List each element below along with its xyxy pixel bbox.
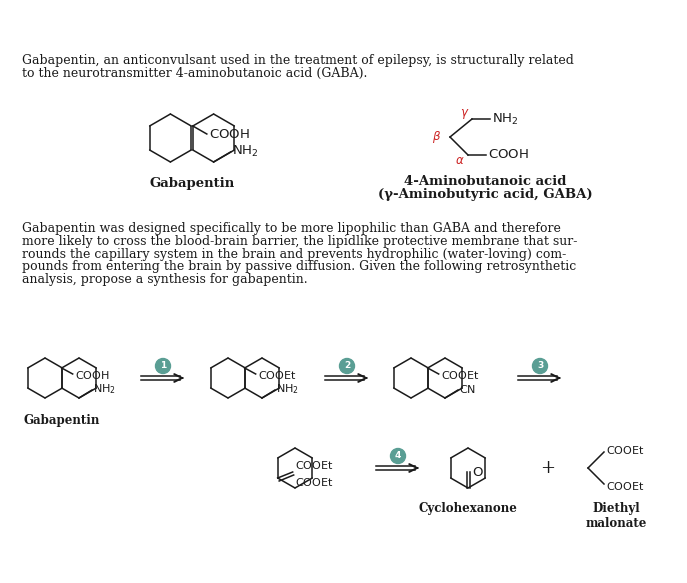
Text: more likely to cross the blood-brain barrier, the lipidlike protective membrane : more likely to cross the blood-brain bar… — [22, 235, 577, 248]
Text: $\mathrm{COOEt}$: $\mathrm{COOEt}$ — [606, 480, 644, 492]
Text: Gabapentin was designed specifically to be more lipophilic than GABA and therefo: Gabapentin was designed specifically to … — [22, 222, 561, 235]
Text: $\mathrm{O}$: $\mathrm{O}$ — [472, 465, 484, 479]
Text: Diethyl
malonate: Diethyl malonate — [585, 502, 646, 530]
Text: 2: 2 — [344, 361, 350, 371]
Text: Gabapentin: Gabapentin — [24, 414, 100, 427]
Text: $\gamma$: $\gamma$ — [460, 107, 469, 121]
Text: $\mathrm{COOH}$: $\mathrm{COOH}$ — [488, 149, 529, 161]
Text: Cyclohexanone: Cyclohexanone — [418, 502, 517, 515]
Text: $\mathrm{NH_2}$: $\mathrm{NH_2}$ — [492, 111, 519, 127]
Text: (γ-Aminobutyric acid, GABA): (γ-Aminobutyric acid, GABA) — [378, 188, 592, 201]
Text: $\beta$: $\beta$ — [432, 129, 441, 145]
Text: $\mathrm{NH_2}$: $\mathrm{NH_2}$ — [232, 143, 258, 159]
Text: $\mathrm{COOEt}$: $\mathrm{COOEt}$ — [295, 476, 333, 488]
Text: $\alpha$: $\alpha$ — [455, 153, 465, 167]
Circle shape — [532, 359, 548, 374]
Text: Gabapentin: Gabapentin — [149, 177, 235, 190]
Text: $\mathrm{COOEt}$: $\mathrm{COOEt}$ — [258, 369, 296, 381]
Text: 3: 3 — [537, 361, 543, 371]
Text: $\mathrm{COOH}$: $\mathrm{COOH}$ — [209, 128, 249, 142]
Text: 4: 4 — [395, 451, 401, 461]
Text: $\mathrm{COOH}$: $\mathrm{COOH}$ — [75, 369, 109, 381]
Text: +: + — [541, 459, 556, 477]
Text: $\mathrm{COOEt}$: $\mathrm{COOEt}$ — [295, 459, 333, 471]
Text: $\mathrm{COOEt}$: $\mathrm{COOEt}$ — [440, 369, 479, 381]
Circle shape — [339, 359, 354, 374]
Text: 1: 1 — [160, 361, 166, 371]
Text: analysis, propose a synthesis for gabapentin.: analysis, propose a synthesis for gabape… — [22, 273, 308, 286]
Text: 4-Aminobutanoic acid: 4-Aminobutanoic acid — [404, 175, 566, 188]
Text: $\mathrm{CN}$: $\mathrm{CN}$ — [459, 383, 476, 395]
Text: $\mathrm{COOEt}$: $\mathrm{COOEt}$ — [606, 444, 644, 456]
Circle shape — [155, 359, 170, 374]
Text: $\mathrm{NH_2}$: $\mathrm{NH_2}$ — [93, 382, 116, 396]
Text: $\mathrm{NH_2}$: $\mathrm{NH_2}$ — [276, 382, 299, 396]
Text: to the neurotransmitter 4-aminobutanoic acid (GABA).: to the neurotransmitter 4-aminobutanoic … — [22, 67, 368, 80]
Text: Gabapentin, an anticonvulsant used in the treatment of epilepsy, is structurally: Gabapentin, an anticonvulsant used in th… — [22, 54, 574, 67]
Text: rounds the capillary system in the brain and prevents hydrophilic (water-loving): rounds the capillary system in the brain… — [22, 248, 566, 261]
Circle shape — [390, 448, 405, 463]
Text: pounds from entering the brain by passive diffusion. Given the following retrosy: pounds from entering the brain by passiv… — [22, 261, 576, 273]
